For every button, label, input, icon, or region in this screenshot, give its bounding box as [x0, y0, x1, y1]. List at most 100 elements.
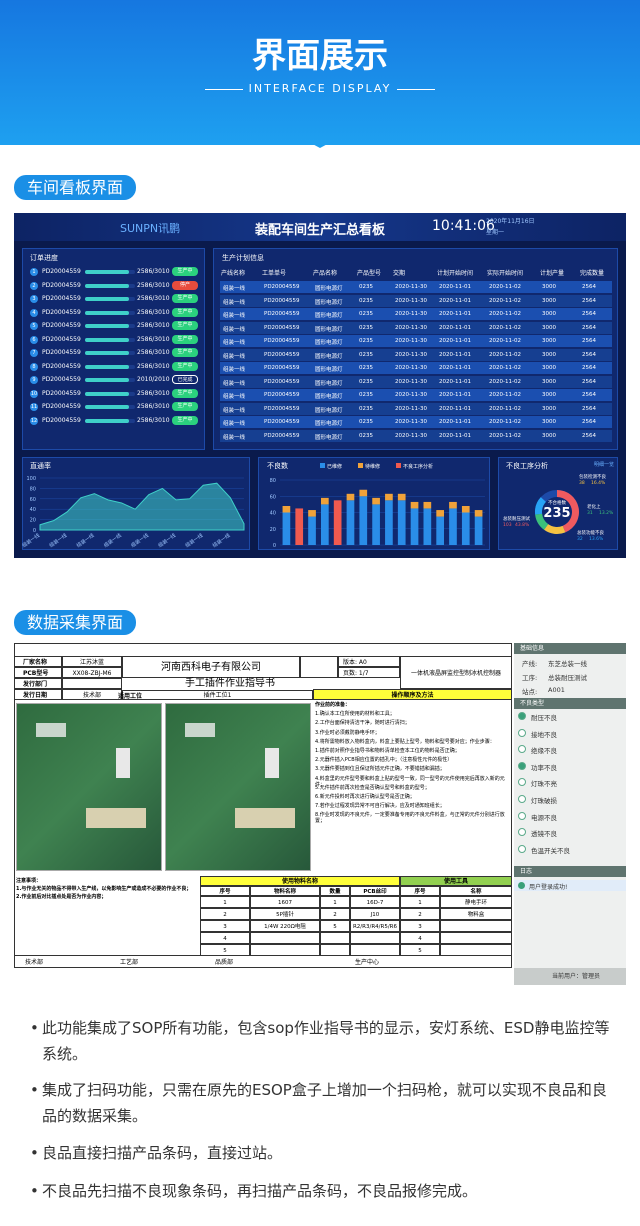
cell: 圆形电源灯 — [315, 367, 343, 373]
cell: 2020-11-01 — [439, 338, 471, 344]
cell: 0235 — [359, 351, 373, 358]
bar — [321, 497, 329, 505]
table-row — [220, 308, 612, 320]
table-row — [220, 362, 612, 374]
cell: PD20004559 — [264, 284, 300, 290]
bar — [372, 497, 380, 505]
defect-option[interactable]: 功率不良 — [531, 763, 557, 772]
cell: 2020-11-30 — [395, 311, 427, 317]
status-badge: 生产中 — [172, 307, 198, 317]
cell — [440, 920, 512, 932]
radio[interactable] — [518, 745, 526, 754]
radio[interactable] — [518, 844, 526, 853]
progress-text: 2586/3010 — [137, 349, 170, 356]
cell: 圆形电源灯 — [315, 421, 343, 427]
x-tick-label: 组装一线 — [157, 532, 177, 549]
cell: 2 — [400, 908, 440, 920]
cell: 16D-7 — [350, 896, 400, 908]
progress-text: 2586/3010 — [137, 416, 170, 424]
bar — [436, 510, 444, 517]
cell — [320, 932, 350, 944]
radio[interactable] — [518, 778, 526, 787]
cell: 0235 — [359, 392, 373, 398]
cell: 2564 — [582, 432, 596, 439]
cell: 2020-11-01 — [439, 432, 471, 439]
step: 6.新元件投料时再次进行确认型号是否正确； — [315, 794, 415, 800]
y-tick-label: 20 — [30, 518, 36, 524]
radio[interactable] — [518, 828, 526, 837]
defect-option[interactable]: 绝缘不良 — [531, 747, 557, 756]
chart-title: 不良数 — [267, 461, 288, 470]
cell: PD20004559 — [264, 432, 300, 439]
column-header: 计划产量 — [540, 270, 565, 277]
row-number: 10 — [30, 389, 38, 398]
cell: 2020-11-30 — [395, 432, 427, 439]
defect-option[interactable]: 透镜不良 — [531, 830, 557, 839]
cell: 3000 — [542, 405, 556, 412]
progress-text: 2586/3010 — [137, 281, 170, 289]
radio[interactable] — [518, 795, 526, 803]
cell: 2564 — [582, 338, 596, 344]
legend-swatch — [358, 463, 363, 468]
pages: 页数: 1/7 — [338, 667, 400, 678]
cell: 3000 — [542, 351, 556, 358]
radio[interactable] — [518, 728, 526, 737]
bar — [436, 516, 444, 545]
column-header: 序号 — [200, 886, 250, 896]
radio[interactable] — [518, 712, 526, 720]
order-id: PD20004559 — [42, 403, 81, 410]
defect-option[interactable]: 耐压不良 — [531, 714, 557, 722]
progress-fill — [85, 378, 129, 382]
bar — [282, 512, 291, 545]
cell: 1/4W 220Ω电阻 — [250, 920, 320, 932]
cell: PCB型号 — [14, 667, 62, 678]
legend-swatch — [320, 463, 325, 468]
footer-line — [14, 955, 512, 956]
defect-option[interactable]: 电源不良 — [531, 813, 557, 822]
table-row — [220, 294, 612, 307]
defect-option[interactable]: 灯珠破损 — [531, 797, 557, 805]
bullet: 集成了扫码功能，只需在原先的ESOP盒子上增加一个扫码枪，就可以实现不良品和良品… — [30, 1077, 612, 1129]
table-row — [220, 416, 612, 428]
radio[interactable] — [518, 811, 526, 820]
bar — [423, 501, 432, 509]
note: 1.与作业无关的物品不得带入生产线，以免影响生产或造成不必要的作业不良； — [16, 886, 192, 892]
order-id: PD20004559 — [42, 295, 81, 302]
defect-option[interactable]: 接地不良 — [531, 730, 557, 739]
logo: SUNPN讯鹏 — [120, 222, 181, 235]
radio[interactable] — [518, 761, 526, 770]
column-header: 产线名称 — [221, 270, 246, 277]
date: 2020年11月16日 — [486, 218, 535, 225]
y-tick-label: 0 — [273, 543, 276, 549]
bar — [461, 512, 470, 545]
cell: 圆形电源灯 — [315, 286, 343, 292]
progress-text: 2586/3010 — [137, 335, 170, 343]
step: 1.插件前对照作业指导书和物料清单检查本工位的物料是否正确； — [315, 748, 460, 754]
cell: 2020-11-01 — [439, 405, 471, 412]
bar — [346, 500, 355, 545]
defect-option[interactable]: 灯珠不亮 — [531, 780, 557, 789]
y-tick-label: 20 — [270, 527, 276, 533]
cell: 静电手环 — [440, 896, 512, 908]
column-header: 计划开始时间 — [437, 270, 474, 277]
step: 7.若作业过程发现异常不可自行解决，应及时通知班组长； — [315, 803, 445, 810]
rule — [205, 89, 243, 90]
order-id: PD20004559 — [42, 349, 81, 356]
cell: 圆形电源灯 — [315, 340, 343, 346]
bar — [423, 508, 432, 545]
pcb-part — [86, 808, 146, 828]
cell: 2020-11-02 — [489, 419, 521, 425]
y-tick-label: 100 — [26, 476, 36, 482]
cell: PD20004559 — [264, 311, 300, 317]
note: 注意事项： — [16, 878, 42, 884]
cell: R2/R3/R4/R5/R6 — [350, 920, 400, 932]
pcb-part — [185, 723, 215, 737]
legend-label: 已维修 — [327, 463, 342, 470]
panel-title: 订单进度 — [30, 254, 58, 262]
panel — [498, 457, 618, 550]
pcb-part — [36, 723, 66, 737]
cell: PD20004559 — [264, 297, 300, 304]
defect-option[interactable]: 色温开关不良 — [531, 846, 570, 855]
cell: 圆形电源灯 — [315, 326, 343, 333]
donut-segment — [535, 497, 546, 515]
